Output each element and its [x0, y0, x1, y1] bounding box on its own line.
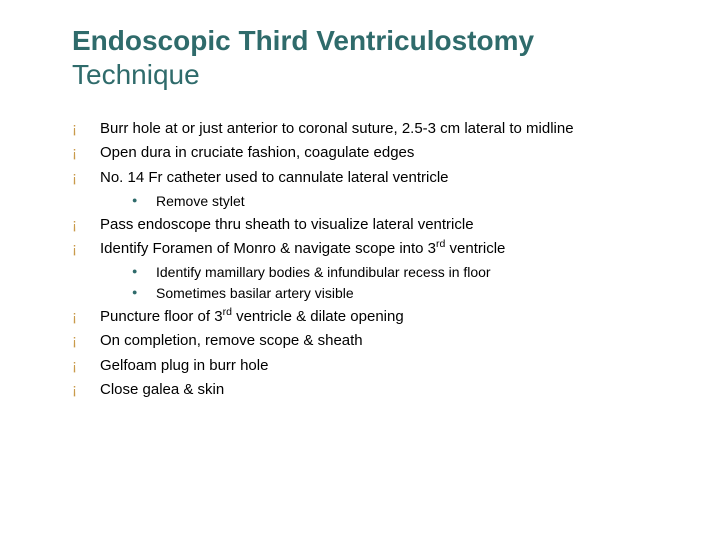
sub-bullet-item: Remove stylet [132, 192, 672, 211]
title-line-2: Technique [72, 58, 672, 92]
bullet-item: Gelfoam plug in burr hole [72, 356, 672, 376]
slide-content: Burr hole at or just anterior to coronal… [72, 119, 672, 400]
bullet-text: Identify Foramen of Monro & navigate sco… [100, 240, 505, 257]
bullet-item: No. 14 Fr catheter used to cannulate lat… [72, 168, 672, 211]
sub-bullet-item: Sometimes basilar artery visible [132, 284, 672, 303]
bullet-text: Burr hole at or just anterior to coronal… [100, 120, 574, 137]
bullet-item: Open dura in cruciate fashion, coagulate… [72, 143, 672, 163]
bullet-text: No. 14 Fr catheter used to cannulate lat… [100, 169, 449, 186]
bullet-item: Identify Foramen of Monro & navigate sco… [72, 239, 672, 303]
sub-bullet-list: Remove stylet [100, 192, 672, 211]
bullet-text: Close galea & skin [100, 381, 224, 398]
bullet-item: On completion, remove scope & sheath [72, 331, 672, 351]
bullet-text: Puncture floor of 3rd ventricle & dilate… [100, 308, 404, 325]
bullet-item: Pass endoscope thru sheath to visualize … [72, 215, 672, 235]
slide-title: Endoscopic Third Ventriculostomy Techniq… [72, 24, 672, 91]
slide-container: Endoscopic Third Ventriculostomy Techniq… [0, 0, 720, 540]
bullet-text: Pass endoscope thru sheath to visualize … [100, 216, 474, 233]
sub-bullet-list: Identify mamillary bodies & infundibular… [100, 263, 672, 303]
bullet-text: On completion, remove scope & sheath [100, 332, 363, 349]
bullet-text: Gelfoam plug in burr hole [100, 357, 268, 374]
sub-bullet-text: Remove stylet [156, 193, 245, 209]
bullet-item: Burr hole at or just anterior to coronal… [72, 119, 672, 139]
bullet-text: Open dura in cruciate fashion, coagulate… [100, 144, 414, 161]
bullet-list: Burr hole at or just anterior to coronal… [72, 119, 672, 400]
sub-bullet-item: Identify mamillary bodies & infundibular… [132, 263, 672, 282]
sub-bullet-text: Identify mamillary bodies & infundibular… [156, 264, 491, 280]
sub-bullet-text: Sometimes basilar artery visible [156, 285, 354, 301]
bullet-item: Close galea & skin [72, 380, 672, 400]
bullet-item: Puncture floor of 3rd ventricle & dilate… [72, 307, 672, 327]
title-line-1: Endoscopic Third Ventriculostomy [72, 24, 672, 58]
